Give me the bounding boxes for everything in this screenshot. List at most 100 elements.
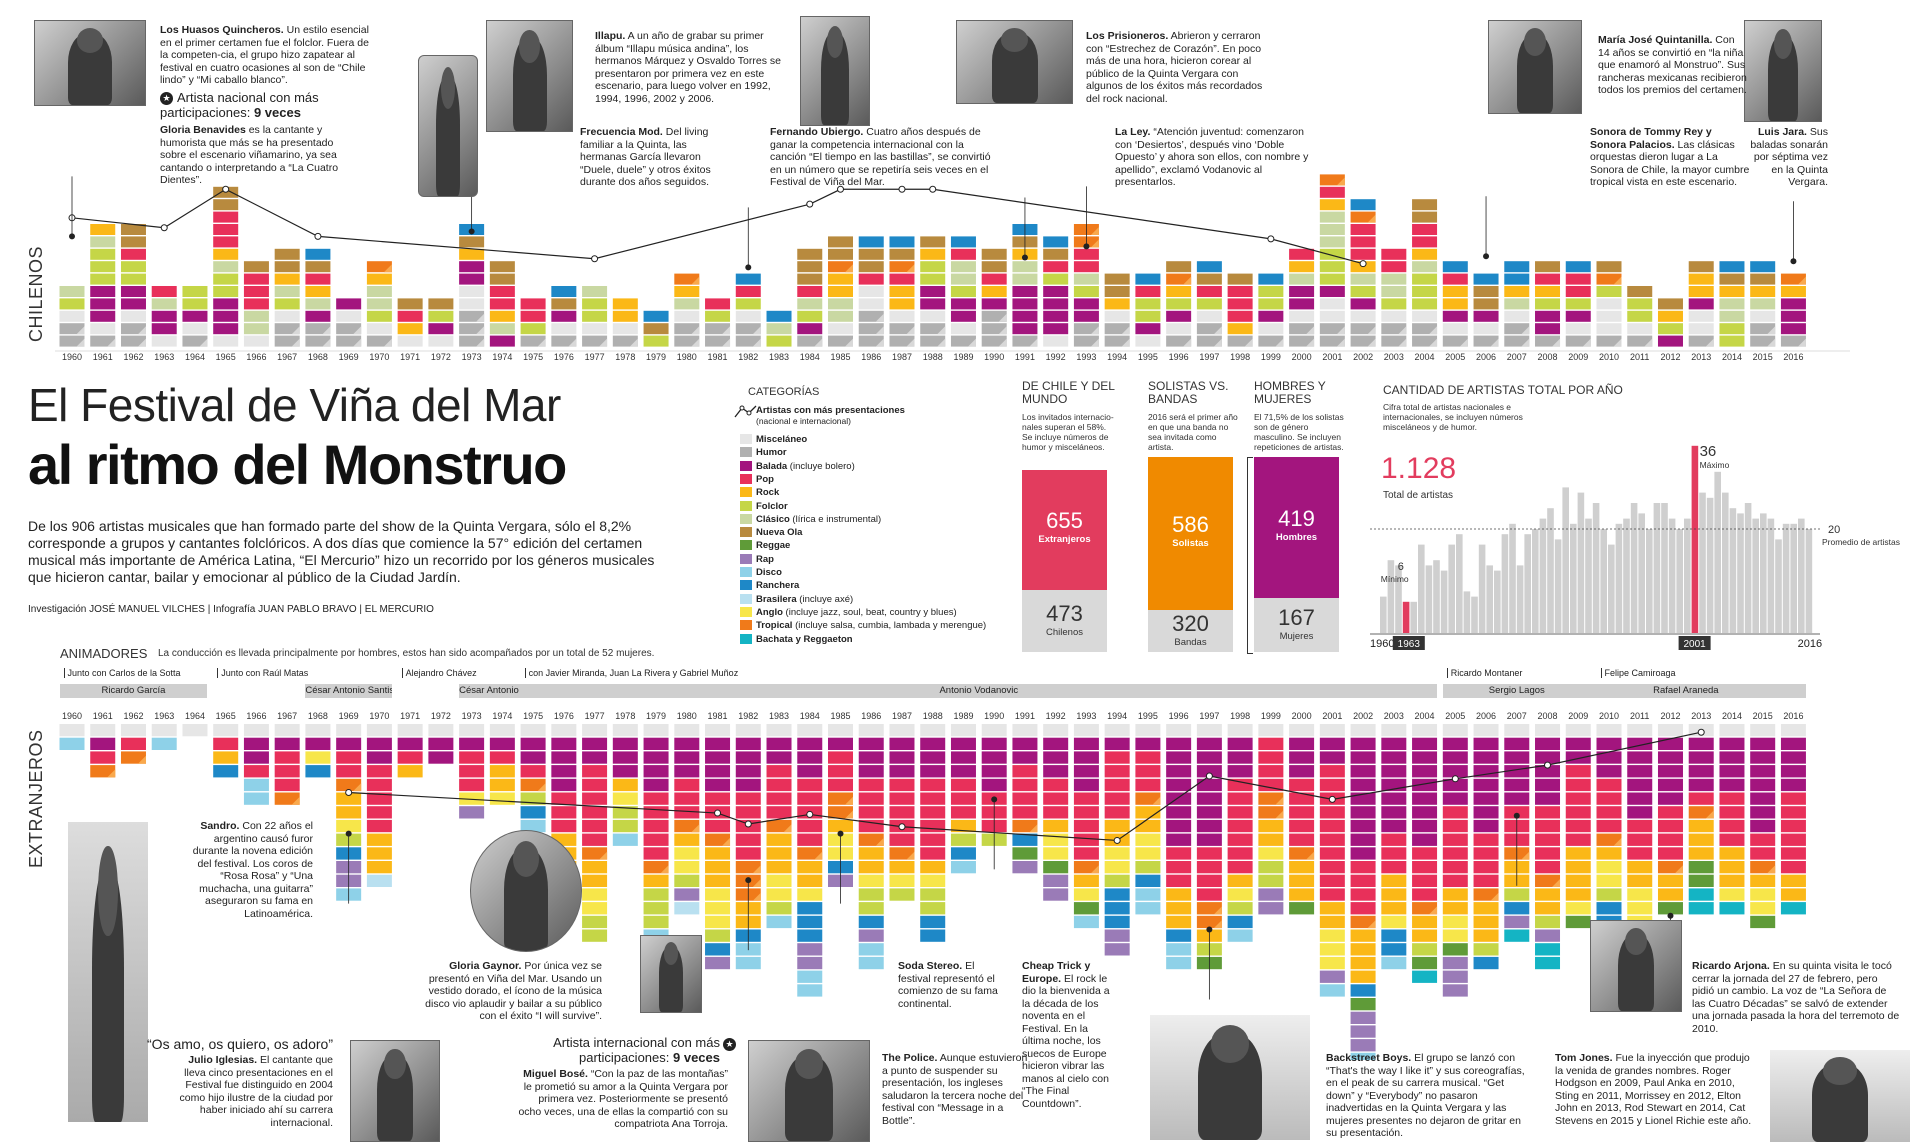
bar-segment xyxy=(1627,751,1653,764)
bar-segment xyxy=(1750,792,1776,805)
bar-segment xyxy=(1135,286,1161,297)
bar-segment xyxy=(120,298,146,310)
bar-segment xyxy=(1043,861,1069,874)
bar-segment xyxy=(858,874,884,887)
bar-segment xyxy=(1750,323,1776,335)
bar-segment xyxy=(858,915,884,929)
bar-segment xyxy=(1043,874,1069,887)
bar-segment xyxy=(981,273,1007,285)
bar-segment xyxy=(151,335,177,347)
bar-segment-corner xyxy=(937,338,946,347)
bar-segment xyxy=(1319,915,1345,929)
bar-segment xyxy=(1350,847,1376,860)
x-tick-label: 1961 xyxy=(93,352,113,362)
bar-segment xyxy=(643,847,669,860)
bar-segment-corner xyxy=(476,326,485,335)
bar-segment xyxy=(1258,847,1284,860)
bar-segment xyxy=(889,751,915,764)
bar-segment xyxy=(1227,819,1253,833)
bar-segment xyxy=(1535,874,1561,887)
legend-item-name: Brasilera xyxy=(756,593,797,605)
annotation-jara: Luis Jara. Sus baladas sonarán por sépti… xyxy=(1750,126,1828,188)
bar-segment xyxy=(182,335,208,347)
bar-segment xyxy=(1412,929,1438,942)
bar-segment xyxy=(1381,248,1407,260)
bar-segment xyxy=(1688,273,1714,285)
bar-segment xyxy=(1565,806,1591,819)
bar-segment xyxy=(366,286,392,297)
comparison-bottom-box: 473 Chilenos xyxy=(1022,590,1107,652)
bar-segment xyxy=(920,236,946,248)
x-tick-label: 1966 xyxy=(246,711,266,721)
bar-segment xyxy=(520,751,546,764)
bar-segment xyxy=(397,323,423,335)
police-photo xyxy=(748,1040,870,1142)
x-tick-label: 2010 xyxy=(1599,352,1619,362)
bar-segment xyxy=(643,806,669,819)
bar-segment xyxy=(674,323,700,335)
bar-segment xyxy=(1381,751,1407,764)
bar-segment-corner xyxy=(1213,326,1222,335)
x-tick-label: 1983 xyxy=(769,352,789,362)
bar-segment xyxy=(1688,737,1714,750)
bar-segment xyxy=(797,915,823,929)
bar-segment xyxy=(366,778,392,792)
bar-segment xyxy=(336,778,362,792)
bar-segment xyxy=(797,765,823,778)
bar-segment xyxy=(1012,261,1038,273)
sandro-photo xyxy=(68,822,148,1122)
total-bar-1980 xyxy=(1532,529,1539,633)
annotation-dot xyxy=(991,796,998,803)
bar-segment xyxy=(1565,778,1591,792)
bar-segment xyxy=(858,847,884,860)
bar-segment xyxy=(828,765,853,778)
bar-segment xyxy=(674,861,700,874)
bar-segment xyxy=(1565,902,1591,915)
bar-segment xyxy=(1473,929,1499,942)
bar-segment xyxy=(889,833,915,846)
bar-segment xyxy=(1319,861,1345,874)
bar-segment xyxy=(1473,335,1499,347)
annotation-dot xyxy=(1513,812,1520,819)
bar-segment xyxy=(797,984,823,997)
bar-segment xyxy=(1565,286,1591,297)
bar-segment xyxy=(1073,310,1099,322)
bar-1978 xyxy=(612,298,638,347)
animador-note: Ricardo Montaner xyxy=(1446,668,1522,678)
bar-segment xyxy=(90,261,116,273)
bar-segment xyxy=(1043,248,1069,260)
comparison-bottom-box: 320 Bandas xyxy=(1148,610,1233,652)
bar-segment xyxy=(1719,724,1745,737)
bar-segment xyxy=(889,765,915,778)
bar-segment xyxy=(1412,861,1438,874)
bar-segment xyxy=(1350,874,1376,887)
bar-segment xyxy=(1012,286,1038,297)
bar-1979 xyxy=(643,310,669,347)
bar-segment xyxy=(1688,751,1714,764)
bar-segment-corner xyxy=(722,338,731,347)
x-tick-label: 1981 xyxy=(708,352,728,362)
bar-segment xyxy=(1412,236,1438,248)
bar-segment xyxy=(1073,286,1099,297)
bar-segment xyxy=(243,286,269,297)
bar-segment xyxy=(336,724,362,737)
bar-segment xyxy=(582,929,608,942)
total-chart-title: CANTIDAD DE ARTISTAS TOTAL POR AÑO xyxy=(1383,383,1623,397)
bar-segment xyxy=(889,874,915,887)
bar-segment xyxy=(981,778,1007,792)
bar-segment xyxy=(1135,902,1161,915)
total-bar-1966 xyxy=(1425,565,1433,633)
bar-segment xyxy=(1350,1025,1376,1038)
bar-segment xyxy=(1565,765,1591,778)
bar-segment xyxy=(1750,915,1776,929)
bar-segment xyxy=(1473,902,1499,915)
bar-segment xyxy=(336,335,362,347)
bar-segment xyxy=(1442,778,1468,792)
bar-segment xyxy=(766,915,792,929)
bar-segment xyxy=(274,323,300,335)
bar-segment xyxy=(1688,298,1714,310)
bar-segment xyxy=(120,310,146,322)
bar-segment xyxy=(1596,310,1622,322)
bar-segment xyxy=(1104,298,1130,310)
